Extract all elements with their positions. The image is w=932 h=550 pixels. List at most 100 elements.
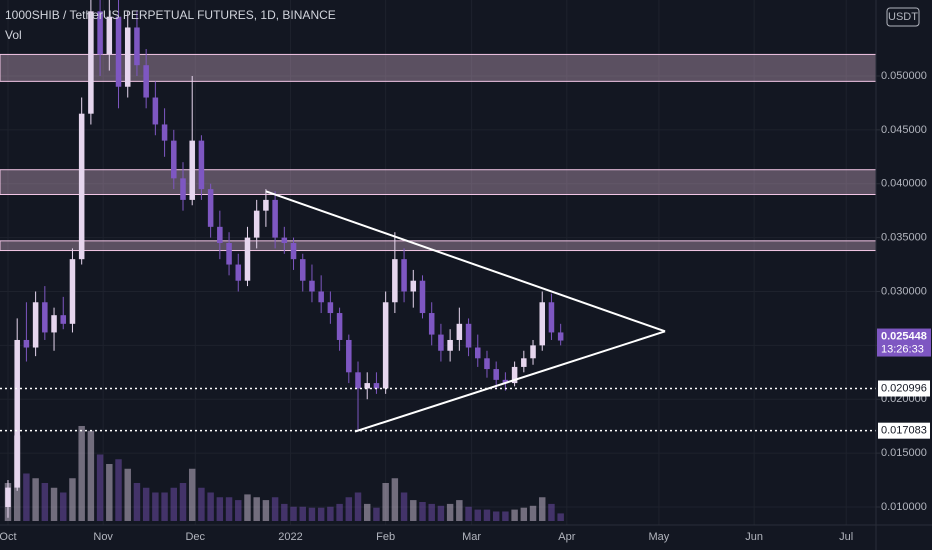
- volume-bar: [391, 478, 399, 521]
- last-price-label: 0.025448: [881, 330, 927, 342]
- volume-bar: [87, 430, 95, 521]
- x-tick-label: Apr: [558, 531, 575, 543]
- volume-bar: [124, 468, 131, 521]
- candle-body: [511, 366, 518, 384]
- x-tick-label: Oct: [0, 531, 17, 543]
- volume-bar: [290, 506, 297, 521]
- volume-bar: [253, 497, 260, 521]
- currency[interactable]: USDT: [888, 11, 918, 23]
- volume-bar: [400, 492, 408, 521]
- candle-body: [484, 358, 490, 370]
- candle-body: [124, 27, 131, 87]
- volume-bar: [520, 507, 528, 521]
- candle-body: [456, 323, 463, 340]
- candle-body: [410, 280, 417, 292]
- last-price-box: [877, 328, 931, 357]
- candle-body: [171, 140, 177, 179]
- volume-bar: [456, 500, 463, 521]
- candle-body: [392, 259, 398, 303]
- volume-bar: [69, 478, 76, 521]
- volume-bar: [235, 500, 242, 521]
- candle-body: [447, 339, 453, 351]
- volume-bar: [23, 473, 30, 521]
- volume-bar: [225, 497, 233, 521]
- y-tick-label: 0.035000: [881, 232, 927, 244]
- plot-area: [0, 0, 877, 525]
- candle-body: [143, 65, 149, 98]
- candle-body: [382, 302, 389, 389]
- candle-body: [327, 302, 334, 314]
- chart-title: 1000SHIB / TetherUS PERPETUAL FUTURES, 1…: [5, 8, 336, 22]
- volume-bar: [106, 464, 113, 521]
- candle-body: [557, 332, 564, 341]
- y-tick-label: 0.030000: [881, 285, 927, 297]
- y-tick-label: 0.050000: [881, 70, 927, 82]
- candle-body: [502, 379, 509, 384]
- x-tick-label: Jun: [745, 531, 763, 543]
- candle-body: [88, 11, 94, 114]
- currency-box[interactable]: [886, 7, 920, 27]
- candle-body: [5, 487, 11, 508]
- candle-body: [106, 16, 113, 55]
- candle-body: [198, 140, 205, 190]
- volume-bar: [373, 507, 380, 521]
- volume-bar: [115, 459, 122, 521]
- candle-body: [548, 302, 555, 333]
- y-tick-label: 0.010000: [881, 501, 927, 513]
- candle-body: [299, 259, 306, 281]
- candle-body: [180, 178, 186, 200]
- trendline: [354, 330, 666, 433]
- candle-body: [253, 210, 260, 238]
- candle-body: [355, 372, 361, 389]
- x-tick-label: Mar: [462, 531, 481, 543]
- volume-bar: [161, 492, 168, 521]
- volume-bar: [492, 511, 500, 521]
- volume-bar: [483, 509, 491, 521]
- volume-bar: [50, 487, 58, 521]
- volume-bar: [317, 507, 325, 521]
- volume-legend: Vol: [5, 28, 22, 42]
- candle-body: [336, 313, 343, 340]
- volume-bar: [188, 468, 196, 521]
- volume-bar: [281, 503, 288, 521]
- candle-body: [134, 27, 140, 66]
- volume-bar: [41, 483, 49, 521]
- volume-bar: [133, 483, 141, 521]
- x-tick-label: Dec: [185, 531, 205, 543]
- candle-body: [189, 140, 195, 200]
- candle-body: [474, 347, 481, 359]
- candle-body: [272, 199, 278, 238]
- candle-body: [493, 369, 499, 380]
- volume-bar: [529, 505, 537, 521]
- candle-body: [530, 345, 536, 359]
- volume-bar: [354, 492, 362, 521]
- volume-bar: [557, 513, 564, 521]
- candle-body: [51, 315, 57, 333]
- candle-body: [42, 302, 48, 333]
- volume-bar: [437, 505, 445, 521]
- candle-body: [69, 259, 76, 324]
- volume-bar: [152, 492, 159, 521]
- volume-bar: [345, 497, 353, 521]
- volume-bar: [419, 502, 426, 521]
- candle-body: [465, 323, 472, 348]
- volume-bar: [170, 487, 178, 521]
- volume-bar: [327, 506, 334, 521]
- volume-bar: [78, 426, 85, 521]
- volume-bar: [410, 500, 417, 521]
- trendline: [265, 190, 666, 333]
- candle-body: [309, 280, 315, 292]
- candle-body: [161, 124, 168, 141]
- level-label-box: [878, 380, 930, 397]
- volume-bar: [428, 503, 435, 521]
- candle-body: [244, 237, 251, 281]
- candle-body: [97, 11, 103, 55]
- zone: [0, 53, 877, 82]
- candle-body: [521, 358, 527, 367]
- volume-bar: [446, 503, 454, 521]
- candle-body: [23, 339, 30, 348]
- candle-body: [346, 339, 352, 373]
- volume-bar: [179, 483, 187, 521]
- candle-body: [32, 302, 39, 348]
